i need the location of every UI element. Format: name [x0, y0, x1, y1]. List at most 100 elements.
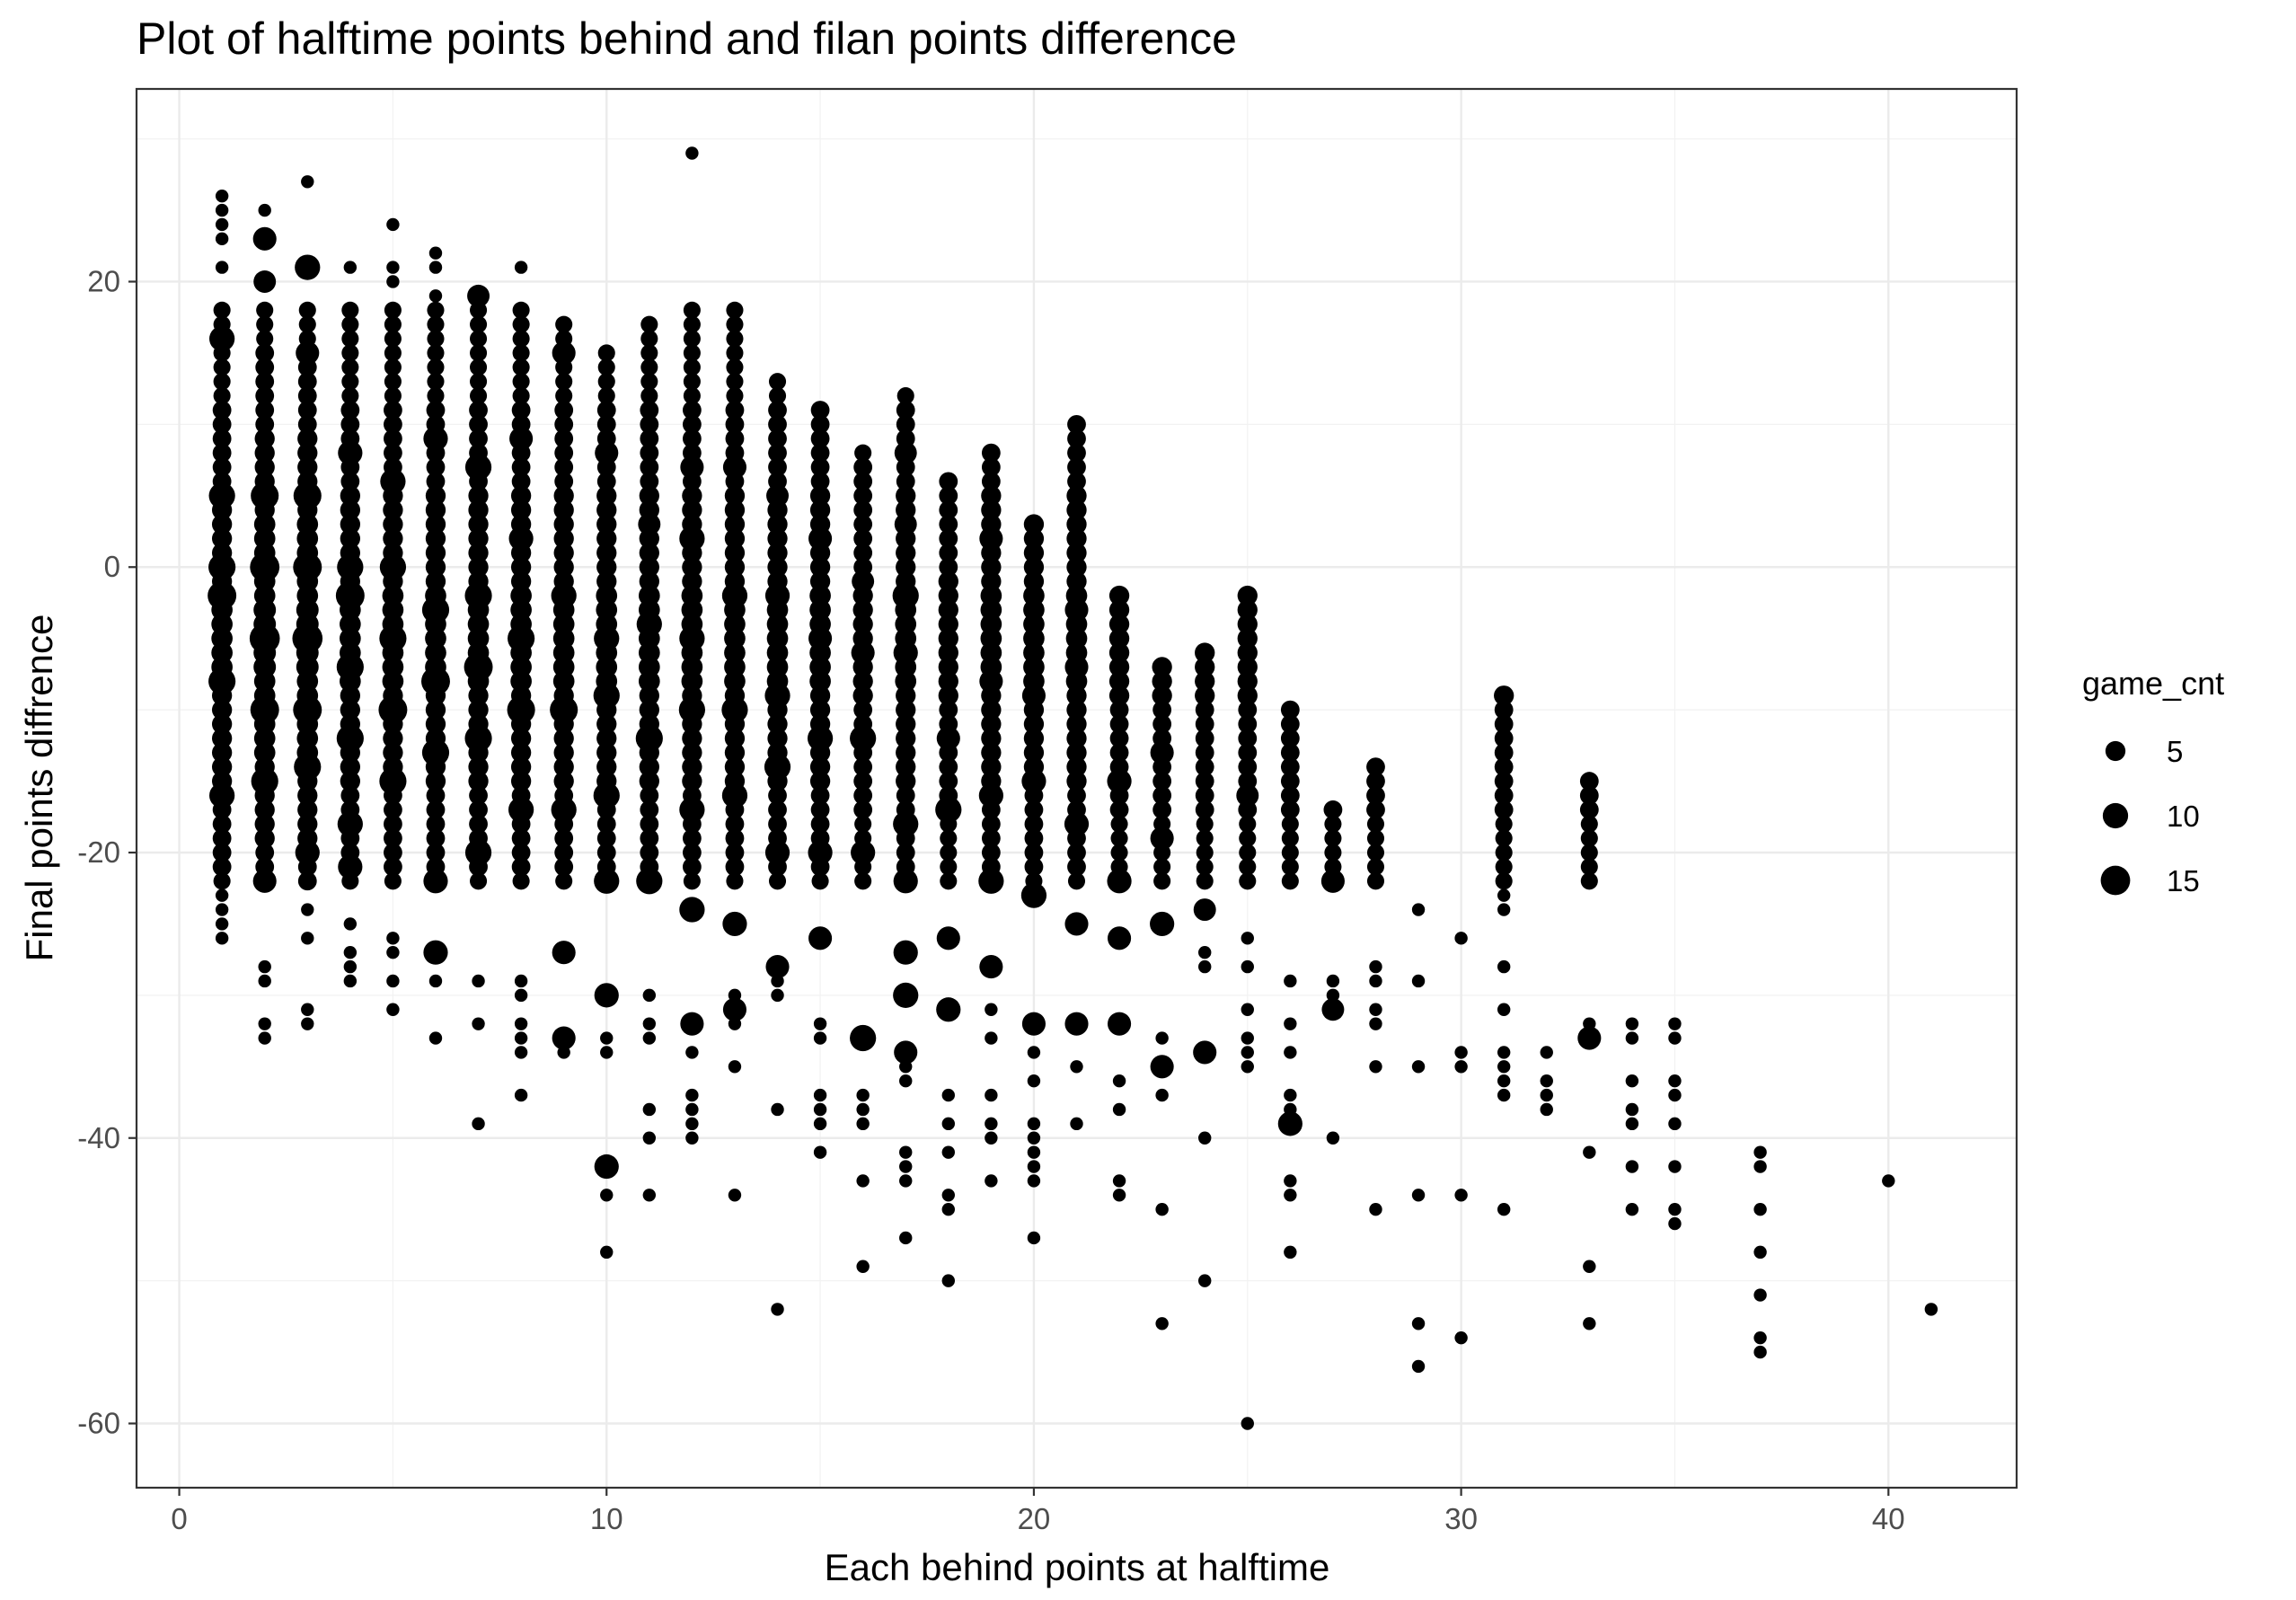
- data-point: [810, 814, 830, 834]
- data-point: [852, 570, 875, 593]
- data-point: [211, 756, 233, 777]
- data-point: [1753, 1288, 1767, 1302]
- data-point: [642, 360, 657, 375]
- data-point: [511, 401, 531, 420]
- data-point: [1195, 743, 1214, 763]
- data-point: [683, 387, 701, 405]
- data-point: [939, 757, 958, 777]
- data-point: [554, 843, 574, 862]
- data-point: [1108, 614, 1130, 634]
- data-point: [386, 217, 400, 232]
- data-point: [512, 358, 530, 376]
- data-point: [293, 482, 322, 510]
- data-point: [642, 331, 657, 346]
- data-point: [985, 1003, 998, 1016]
- data-point: [1577, 1026, 1602, 1050]
- data-point: [594, 625, 620, 651]
- data-point: [896, 543, 916, 563]
- data-point: [640, 843, 659, 862]
- data-point: [682, 771, 702, 791]
- data-point: [426, 457, 446, 477]
- data-point: [596, 742, 617, 763]
- data-point: [1454, 1046, 1468, 1059]
- data-point: [301, 175, 314, 189]
- data-point: [1241, 860, 1254, 874]
- data-point: [427, 301, 445, 319]
- data-point: [1109, 714, 1129, 734]
- data-point: [639, 557, 659, 578]
- data-point: [1198, 1274, 1212, 1287]
- data-point: [297, 401, 317, 420]
- data-point: [985, 446, 998, 460]
- data-point: [939, 543, 958, 562]
- data-point: [553, 543, 574, 563]
- data-point: [553, 771, 574, 791]
- data-point: [380, 468, 406, 495]
- data-point: [254, 456, 275, 478]
- data-point: [386, 974, 400, 988]
- data-point: [428, 974, 443, 988]
- data-point: [596, 728, 617, 749]
- data-point: [1110, 829, 1128, 847]
- data-point: [1109, 729, 1129, 748]
- data-point: [1411, 1317, 1426, 1330]
- data-point: [213, 373, 231, 391]
- data-point: [507, 695, 535, 724]
- data-point: [1625, 1117, 1639, 1131]
- data-point: [724, 485, 746, 506]
- data-point: [985, 1088, 998, 1102]
- data-point: [208, 667, 236, 695]
- data-point: [215, 232, 229, 246]
- data-point: [896, 786, 915, 805]
- data-point: [510, 499, 532, 520]
- data-point: [255, 358, 275, 377]
- data-point: [423, 940, 448, 965]
- data-point: [213, 387, 231, 405]
- data-point: [594, 983, 619, 1008]
- data-point: [343, 946, 358, 959]
- data-point: [1155, 1202, 1169, 1216]
- data-point: [512, 344, 530, 362]
- data-point: [384, 315, 402, 333]
- data-point: [340, 414, 360, 434]
- data-point: [215, 932, 229, 945]
- data-point: [896, 843, 915, 862]
- data-point: [295, 840, 320, 865]
- data-point: [685, 1088, 699, 1102]
- data-point: [642, 1017, 657, 1030]
- data-point: [940, 872, 958, 890]
- data-point: [467, 284, 490, 307]
- data-point: [1280, 772, 1300, 791]
- data-point: [1112, 703, 1126, 717]
- data-point: [1238, 714, 1258, 734]
- data-point: [724, 728, 746, 749]
- data-point: [593, 782, 620, 809]
- data-point: [852, 614, 873, 634]
- data-point: [1024, 857, 1044, 877]
- data-point: [508, 797, 534, 823]
- data-point: [1066, 557, 1087, 578]
- data-point: [468, 756, 489, 777]
- data-point: [469, 414, 488, 434]
- data-point: [941, 1189, 955, 1202]
- data-point: [212, 429, 232, 448]
- data-point: [1239, 815, 1257, 833]
- data-point: [1320, 869, 1345, 893]
- y-tick-label: -20: [77, 835, 120, 869]
- data-point: [981, 814, 1001, 834]
- data-point: [1196, 815, 1214, 833]
- data-point: [1668, 1031, 1682, 1045]
- data-point: [341, 387, 359, 405]
- x-axis-ticks: 0 10 20 30 40: [171, 1488, 1905, 1535]
- data-point: [1021, 1012, 1046, 1036]
- data-point: [593, 682, 620, 709]
- data-point: [1495, 815, 1513, 833]
- data-point: [215, 888, 229, 902]
- data-point: [728, 360, 742, 375]
- data-point: [596, 472, 616, 491]
- data-point: [1668, 1216, 1682, 1231]
- data-point: [341, 358, 359, 376]
- data-point: [767, 728, 788, 749]
- data-point: [1027, 1117, 1041, 1131]
- data-point: [724, 514, 746, 535]
